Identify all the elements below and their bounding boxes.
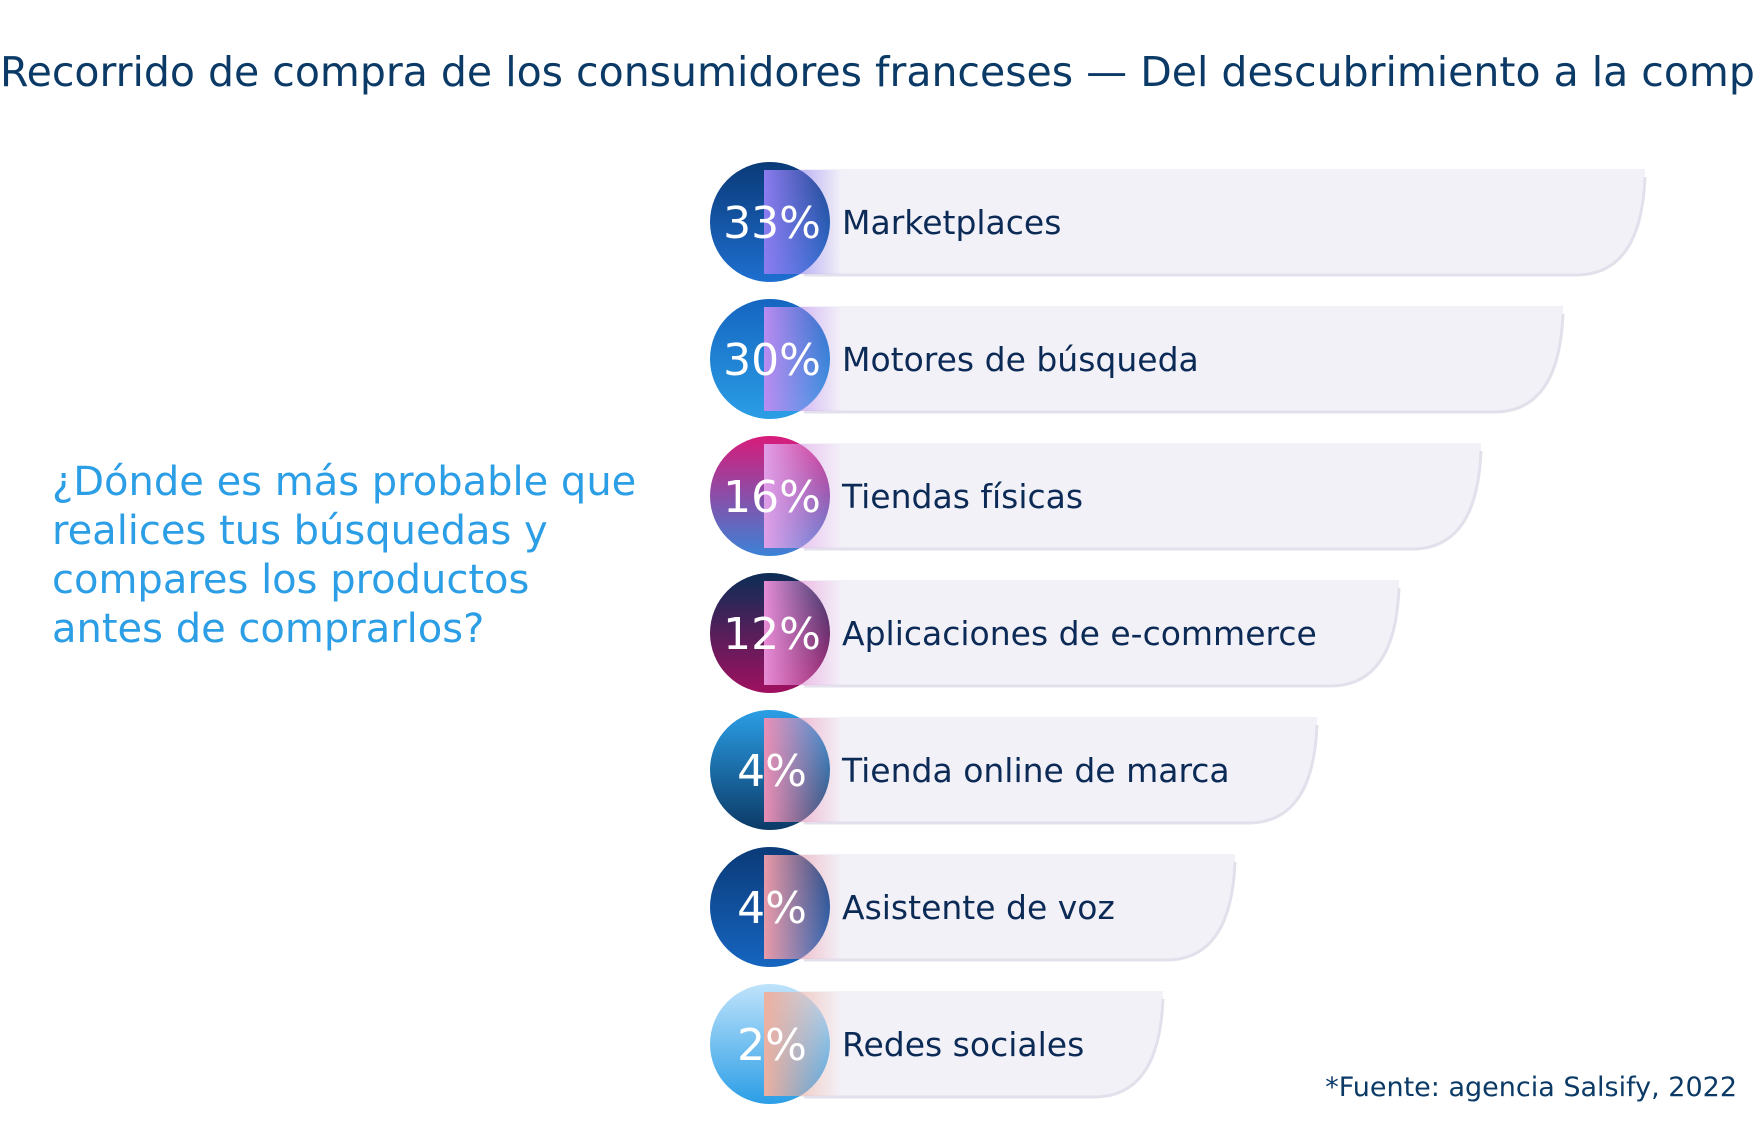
- category-label: Tiendas físicas: [841, 477, 1083, 516]
- bar-row: 12% Aplicaciones de e-commerce: [710, 573, 1401, 693]
- bar: [764, 169, 1645, 275]
- bar-edge: [804, 176, 1647, 277]
- bar-row: 4% Tienda online de marca: [710, 710, 1319, 830]
- bar: [764, 991, 1163, 1097]
- value-label: 33%: [723, 198, 821, 249]
- value-label: 16%: [723, 472, 821, 523]
- bar-edge: [804, 587, 1401, 688]
- bar: [764, 443, 1481, 549]
- bar-accent: [764, 307, 842, 411]
- bar: [764, 580, 1399, 686]
- category-label: Motores de búsqueda: [842, 340, 1199, 379]
- bar-accent: [764, 170, 842, 274]
- bar-row: 16% Tiendas físicas: [710, 436, 1483, 556]
- value-label: 30%: [723, 335, 821, 386]
- category-label: Marketplaces: [842, 203, 1061, 242]
- category-label: Asistente de voz: [842, 888, 1115, 927]
- bar-edge: [804, 861, 1237, 962]
- bar: [764, 306, 1563, 412]
- bar-accent: [764, 992, 842, 1096]
- bar-accent: [764, 718, 842, 822]
- bar: [764, 717, 1317, 823]
- category-label: Redes sociales: [842, 1025, 1084, 1064]
- chart-title: Recorrido de compra de los consumidores …: [0, 48, 1753, 96]
- value-label: 12%: [723, 609, 821, 660]
- bar-row: 4% Asistente de voz: [710, 847, 1237, 967]
- category-label: Aplicaciones de e-commerce: [842, 614, 1317, 653]
- source-note: *Fuente: agencia Salsify, 2022: [1325, 1072, 1737, 1103]
- bar-row: 2% Redes sociales: [710, 984, 1165, 1104]
- value-label: 2%: [737, 1020, 807, 1071]
- value-label: 4%: [737, 746, 807, 797]
- bar-edge: [804, 998, 1165, 1099]
- bar-edge: [804, 450, 1483, 551]
- bar: [764, 854, 1235, 960]
- category-label: Tienda online de marca: [841, 751, 1230, 790]
- value-label: 4%: [737, 883, 807, 934]
- bar-edge: [804, 724, 1319, 825]
- bar-edge: [804, 313, 1565, 414]
- survey-question: ¿Dónde es más probable que realices tus …: [52, 459, 637, 652]
- bar-row: 33% Marketplaces: [710, 162, 1647, 282]
- bar-accent: [764, 581, 842, 685]
- bar-accent: [764, 855, 842, 959]
- bar-accent: [764, 444, 842, 548]
- bar-row: 30% Motores de búsqueda: [710, 299, 1565, 419]
